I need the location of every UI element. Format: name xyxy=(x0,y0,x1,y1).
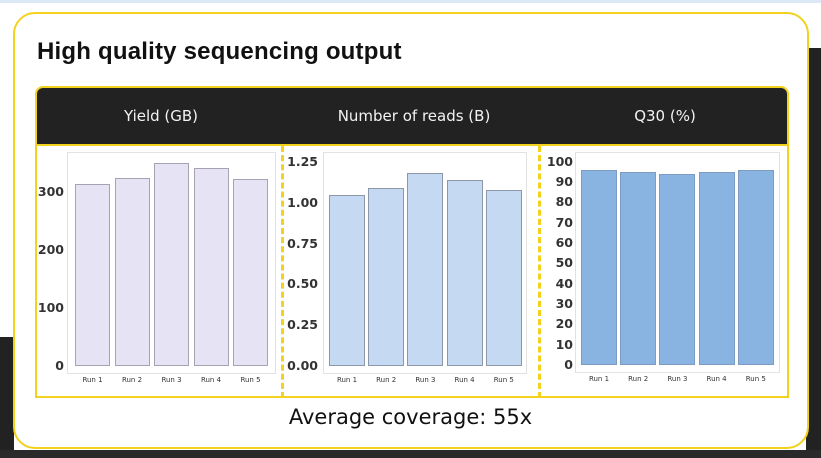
bar xyxy=(446,179,483,366)
y-tick-label: 0.75 xyxy=(287,235,318,251)
header-q30: Q30 (%) xyxy=(634,107,696,125)
y-tick-label: 100 xyxy=(37,300,64,315)
y-tick-label: 50 xyxy=(555,255,573,271)
bar xyxy=(737,169,774,365)
x-tick-label: Run 5 xyxy=(240,376,261,384)
x-tick-label: Run 4 xyxy=(200,376,222,384)
y-tick-label: 0.50 xyxy=(287,276,318,292)
bar xyxy=(485,189,522,366)
y-tick-label: 1.00 xyxy=(287,194,318,210)
y-tick-label: 40 xyxy=(555,275,573,291)
y-tick-label: 0 xyxy=(564,357,573,372)
x-tick-label: Run 2 xyxy=(376,376,397,384)
y-tick-label: 0.25 xyxy=(287,317,318,333)
slide-title: High quality sequencing output xyxy=(37,38,402,65)
bar xyxy=(193,168,229,366)
bar xyxy=(329,194,365,366)
bar xyxy=(154,163,189,366)
y-tick-label: 100 xyxy=(546,153,573,169)
background-dark-left xyxy=(0,337,14,458)
column-divider xyxy=(538,146,541,398)
y-tick-label: 0.00 xyxy=(287,358,318,373)
y-tick-label: 70 xyxy=(555,214,573,230)
y-tick-label: 30 xyxy=(555,295,573,311)
y-tick-label: 0 xyxy=(55,358,64,373)
y-tick-label: 1.25 xyxy=(287,154,318,169)
x-tick-label: Run 2 xyxy=(628,375,649,383)
top-strip xyxy=(0,0,821,3)
bar xyxy=(368,188,405,366)
background-dark-bottom xyxy=(0,450,821,458)
x-tick-label: Run 4 xyxy=(706,375,727,383)
y-tick-label: 60 xyxy=(555,234,573,250)
bar xyxy=(114,178,150,366)
bar xyxy=(581,169,617,365)
bar xyxy=(407,173,444,366)
column-divider xyxy=(281,146,284,398)
y-tick-label: 200 xyxy=(37,242,64,257)
bar xyxy=(233,179,268,366)
x-tick-label: Run 2 xyxy=(121,376,143,384)
header-yield: Yield (GB) xyxy=(123,107,199,125)
x-tick-label: Run 4 xyxy=(454,376,475,384)
x-tick-label: Run 1 xyxy=(82,376,103,384)
panel-header: Yield (GB) Number of reads (B) Q30 (%) xyxy=(37,88,787,146)
x-tick-label: Run 3 xyxy=(415,376,436,384)
background-dark-right xyxy=(806,48,821,458)
x-tick-label: Run 1 xyxy=(588,375,610,383)
header-reads: Number of reads (B) xyxy=(337,107,491,125)
x-tick-label: Run 1 xyxy=(336,376,358,384)
bar xyxy=(659,173,696,365)
x-tick-label: Run 5 xyxy=(493,376,514,384)
x-tick-label: Run 3 xyxy=(667,375,688,383)
y-tick-label: 20 xyxy=(555,316,573,332)
bar xyxy=(75,183,110,366)
average-coverage-label: Average coverage: 55x xyxy=(288,405,533,429)
y-tick-label: 300 xyxy=(37,184,64,199)
y-tick-label: 80 xyxy=(555,194,573,210)
x-tick-label: Run 5 xyxy=(745,375,766,383)
y-tick-label: 10 xyxy=(555,336,573,352)
bar xyxy=(620,171,657,365)
x-tick-label: Run 3 xyxy=(161,376,182,384)
bar xyxy=(698,171,735,365)
y-tick-label: 90 xyxy=(555,173,573,189)
